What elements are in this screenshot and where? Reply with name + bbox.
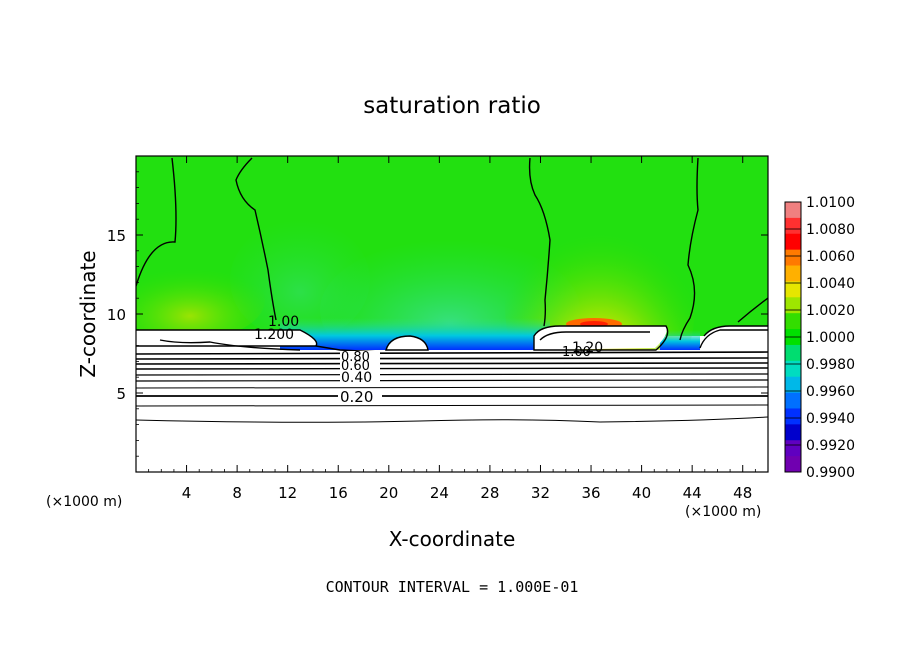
contour-label-4: 0.40: [341, 370, 372, 386]
colorbar-swatch-11: [785, 376, 801, 394]
colorbar-label-5: 1.0000: [806, 330, 855, 346]
contour-label-1: 1.200: [254, 327, 294, 343]
contour-label-group: 1.00 1.200 0.80 0.60 0.40 0.20 1.20 1.00: [254, 314, 603, 406]
colorbar-swatch-14: [785, 424, 801, 441]
x-tick-label-4: 20: [379, 484, 398, 502]
x-tick-label-3: 16: [329, 484, 348, 502]
field-white-lower: [136, 350, 768, 472]
contour-line-base-1: [136, 329, 318, 347]
contour-line-center-blob: [385, 335, 429, 351]
colorbar-swatch-10: [785, 360, 801, 378]
y-tick-label-1: 10: [107, 306, 126, 324]
contour-line-h3: [136, 362, 768, 365]
colorbar-label-4: 1.0020: [806, 303, 855, 319]
contour-label-6: 1.20: [572, 340, 603, 356]
contour-line-h2: [136, 357, 768, 360]
colorbar-swatch-12: [785, 392, 801, 409]
contour-interval-footer: CONTOUR INTERVAL = 1.000E-01: [326, 578, 579, 596]
y-tick-label-0: 5: [116, 385, 126, 403]
x-tick-label-8: 36: [581, 484, 600, 502]
colorbar-label-0: 1.0100: [806, 195, 855, 211]
x-unit-right: (×1000 m): [685, 504, 761, 520]
contour-label-5: 0.20: [340, 388, 373, 406]
contour-line-h10: [136, 416, 768, 423]
colorbar-swatch-16: [785, 456, 801, 473]
colorbar-swatch-6: [785, 297, 801, 314]
colorbar-label-2: 1.0060: [806, 249, 855, 265]
colorbar-swatch-4: [785, 265, 801, 282]
colorbar-swatch-5: [785, 281, 801, 298]
contour-line-h1: [136, 351, 768, 355]
contour-label-bg-5: [338, 389, 382, 403]
contour-label-bg-3: [340, 361, 380, 371]
colorbar-label-9: 0.9920: [806, 438, 855, 454]
x-tick-label-1: 8: [232, 484, 242, 502]
colorbar-label-6: 0.9980: [806, 357, 855, 373]
colorbar-label-10: 0.9900: [806, 465, 855, 481]
x-tick-label-11: 48: [733, 484, 752, 502]
contour-line-upper-5: [737, 297, 768, 323]
x-axis: 4 8 12 16 20 24 28 32 36 40 44 48: [148, 156, 756, 502]
chart-title: saturation ratio: [363, 93, 541, 119]
x-tick-label-9: 40: [632, 484, 651, 502]
contour-label-7: 1.00: [562, 345, 591, 360]
contour-label-0: 1.00: [268, 314, 299, 330]
x-tick-label-7: 32: [531, 484, 550, 502]
contour-lines-lower: [136, 351, 768, 423]
colorbar-swatch-2: [785, 233, 801, 251]
contour-line-upper-4: [679, 157, 699, 341]
colorbar-label-7: 0.9960: [806, 384, 855, 400]
contour-line-upper-1: [136, 157, 177, 287]
x-tick-label-5: 24: [430, 484, 449, 502]
contour-line-upper-3: [528, 157, 551, 327]
colorbar-label-8: 0.9940: [806, 411, 855, 427]
contour-line-h5: [136, 373, 768, 376]
contour-line-h7: [136, 386, 768, 389]
colorbar-swatch-7: [785, 313, 801, 330]
contour-line-right-blob: [533, 325, 669, 351]
y-axis-label: Z-coordinate: [76, 250, 100, 377]
x-tick-label-10: 44: [683, 484, 702, 502]
contour-label-bg-2: [340, 351, 380, 362]
x-tick-label-0: 4: [182, 484, 192, 502]
field-cyan-zone-2: [230, 220, 370, 340]
contour-label-bg-4: [340, 371, 380, 383]
contour-line-h6: [136, 379, 768, 382]
white-region-center: [386, 336, 428, 350]
colorbar-swatch-3: [785, 249, 801, 267]
x-tick-label-6: 28: [480, 484, 499, 502]
colorbar-label-3: 1.0040: [806, 276, 855, 292]
colorbar-swatch-9: [785, 344, 801, 362]
x-tick-label-2: 12: [278, 484, 297, 502]
plot-area: 1.00 1.200 0.80 0.60 0.40 0.20 1.20 1.00: [136, 156, 768, 472]
contour-line-farright-blob: [703, 325, 768, 337]
field-yellow-zone-left: [136, 260, 265, 340]
contour-line-upper-2: [235, 157, 277, 321]
colorbar-swatch-13: [785, 408, 801, 425]
y-axis: 5 10 15: [107, 171, 768, 457]
colorbar-swatch-1: [785, 217, 801, 235]
contour-line-farright-blob-2: [699, 329, 768, 349]
contour-line-h9: [136, 404, 768, 407]
x-axis-label: X-coordinate: [389, 527, 516, 551]
y-tick-label-2: 15: [107, 227, 126, 245]
contour-line-base-3: [159, 339, 301, 351]
contour-line-right-blob-inner: [539, 331, 650, 341]
colorbar-swatch-15: [785, 440, 801, 457]
colorbar-label-1: 1.0080: [806, 222, 855, 238]
colorbar-swatch-0: [785, 202, 801, 219]
colorbar: 1.0100 1.0080 1.0060 1.0040 1.0020 1.0000 0.99…: [784, 195, 855, 481]
contour-line-h4: [136, 367, 768, 370]
x-unit-left: (×1000 m): [46, 494, 122, 510]
contour-label-3: 0.60: [341, 359, 370, 374]
